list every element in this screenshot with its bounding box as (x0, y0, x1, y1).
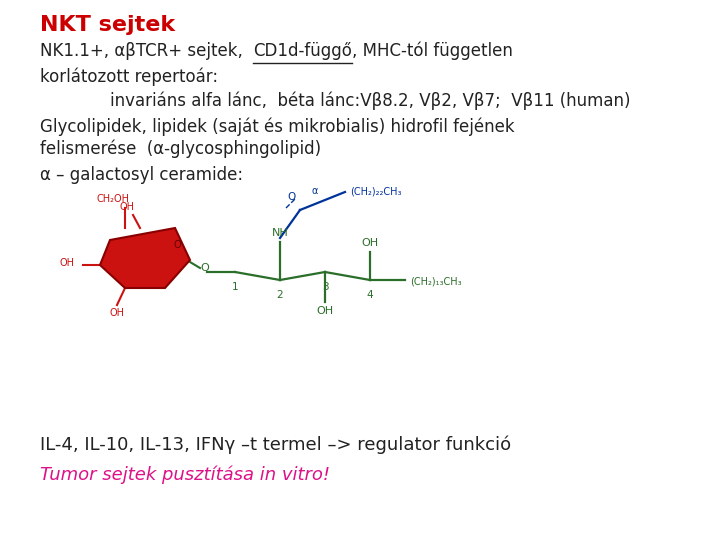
Text: NK1.1+, αβTCR+ sejtek,: NK1.1+, αβTCR+ sejtek, (40, 42, 253, 60)
Text: O: O (201, 263, 210, 273)
Text: NKT sejtek: NKT sejtek (40, 15, 175, 35)
Text: OH: OH (109, 308, 125, 318)
Text: IL-4, IL-10, IL-13, IFNγ –t termel –> regulator funkció: IL-4, IL-10, IL-13, IFNγ –t termel –> re… (40, 435, 511, 454)
Text: OH: OH (316, 306, 333, 316)
Text: OH: OH (60, 258, 75, 268)
Text: 2: 2 (276, 290, 283, 300)
Text: α: α (312, 186, 318, 196)
Text: 3: 3 (322, 282, 328, 292)
Text: invariáns alfa lánc,  béta lánc:Vβ8.2, Vβ2, Vβ7;  Vβ11 (human): invariáns alfa lánc, béta lánc:Vβ8.2, Vβ… (110, 91, 631, 110)
Text: O: O (174, 240, 181, 250)
Text: Glycolipidek, lipidek (saját és mikrobialis) hidrofil fejének: Glycolipidek, lipidek (saját és mikrobia… (40, 118, 515, 137)
Polygon shape (100, 228, 190, 288)
Text: (CH₂)₂₂CH₃: (CH₂)₂₂CH₃ (350, 187, 402, 197)
Text: (CH₂)₁₃CH₃: (CH₂)₁₃CH₃ (410, 277, 462, 287)
Text: OH: OH (120, 202, 135, 212)
Text: OH: OH (361, 238, 379, 248)
Text: α – galactosyl ceramide:: α – galactosyl ceramide: (40, 166, 243, 184)
Text: CD1d-függő: CD1d-függő (253, 42, 352, 60)
Text: Tumor sejtek pusztítása in vitro!: Tumor sejtek pusztítása in vitro! (40, 465, 330, 483)
Text: felismerése  (α-glycosphingolipid): felismerése (α-glycosphingolipid) (40, 140, 321, 159)
Text: , MHC-tól független: , MHC-tól független (352, 42, 513, 60)
Text: 1: 1 (232, 282, 238, 292)
Text: 4: 4 (366, 290, 373, 300)
Text: NH: NH (271, 228, 289, 238)
Text: O: O (288, 192, 296, 202)
Text: CH₂OH: CH₂OH (96, 194, 130, 204)
Text: korlátozott repertoár:: korlátozott repertoár: (40, 68, 218, 86)
